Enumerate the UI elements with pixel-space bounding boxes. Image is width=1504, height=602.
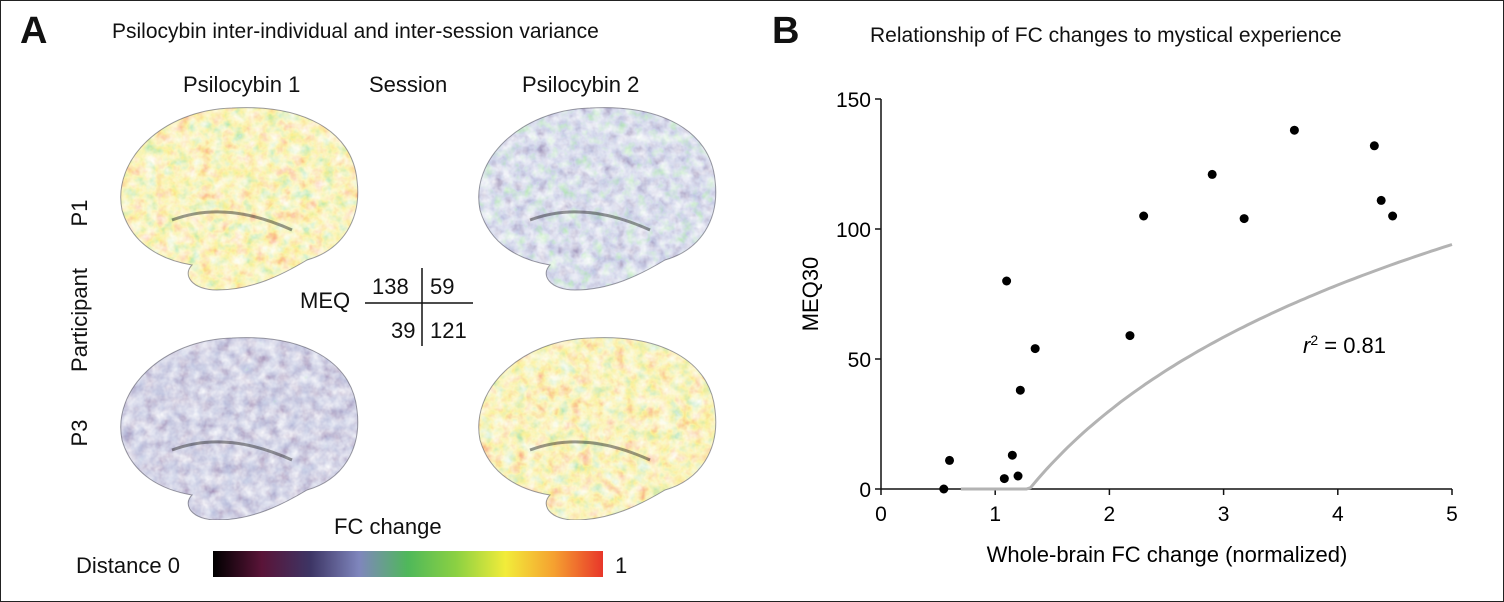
- data-point: [1013, 471, 1023, 481]
- x-axis-label: Whole-brain FC change (normalized): [987, 542, 1348, 567]
- colorbar-title: FC change: [334, 514, 442, 539]
- panel-b-letter: B: [772, 10, 800, 52]
- panel-a-letter: A: [20, 10, 48, 52]
- col-label-session: Session: [369, 72, 448, 97]
- data-point: [1388, 211, 1398, 221]
- r-squared-sup: 2: [1310, 332, 1318, 348]
- x-tick-label: 4: [1332, 503, 1344, 526]
- r-squared-annotation: r2 = 0.81: [1303, 332, 1386, 358]
- fit-curve-group: [960, 243, 1453, 491]
- meq-label: MEQ: [300, 288, 351, 313]
- data-point: [1030, 344, 1040, 354]
- x-tick-label: 0: [875, 503, 887, 526]
- colorbar-left-label: Distance 0: [76, 553, 180, 578]
- data-point: [1207, 169, 1217, 179]
- r-squared-var: r: [1303, 333, 1312, 358]
- y-axis-label: MEQ30: [798, 257, 823, 332]
- data-point: [945, 455, 955, 465]
- data-point: [939, 484, 949, 494]
- brain-renderings: [120, 107, 717, 520]
- data-point: [999, 474, 1009, 484]
- data-point: [1125, 331, 1135, 341]
- y-tick-label: 50: [848, 349, 871, 372]
- chart-title: Relationship of FC changes to mystical e…: [870, 24, 1342, 47]
- points-group: [939, 125, 1398, 494]
- colorbar-gradient: [213, 551, 603, 577]
- meq-p3-s1: 39: [391, 318, 416, 343]
- meq-p1-s1: 138: [372, 274, 409, 299]
- data-point: [1369, 141, 1379, 151]
- x-tick-label: 2: [1104, 503, 1116, 526]
- x-tick-label: 1: [989, 503, 1001, 526]
- data-point: [1007, 450, 1017, 460]
- data-point: [1376, 195, 1386, 205]
- col-label-psilocybin-1: Psilocybin 1: [183, 72, 301, 97]
- data-point: [1002, 276, 1012, 286]
- data-point: [1015, 385, 1025, 395]
- meq-p3-s2: 121: [430, 318, 467, 343]
- x-tick-label: 3: [1218, 503, 1230, 526]
- r-squared-value: = 0.81: [1318, 333, 1386, 358]
- data-point: [1289, 125, 1299, 135]
- y-tick-label: 150: [836, 89, 871, 112]
- colorbar-right-label: 1: [615, 553, 628, 578]
- col-label-psilocybin-2: Psilocybin 2: [522, 72, 640, 97]
- panel-a-title: Psilocybin inter-individual and inter-se…: [112, 20, 599, 43]
- data-point: [1139, 211, 1149, 221]
- data-point: [1239, 214, 1249, 224]
- x-tick-label: 5: [1446, 503, 1458, 526]
- meq-p1-s2: 59: [430, 274, 455, 299]
- fit-curve: [960, 243, 1453, 491]
- y-tick-label: 100: [836, 219, 871, 242]
- y-tick-label: 0: [859, 479, 871, 502]
